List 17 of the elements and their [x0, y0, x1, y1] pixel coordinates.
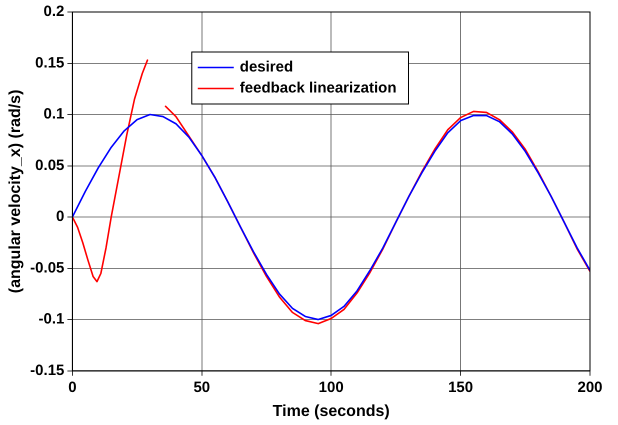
x-tick-label: 0 — [68, 378, 77, 396]
x-tick-label: 200 — [577, 378, 603, 396]
x-tick-label: 100 — [318, 378, 344, 396]
y-tick-label: -0.05 — [30, 259, 64, 276]
legend-label: desired — [240, 58, 294, 76]
x-axis-title: Time (seconds) — [272, 402, 390, 420]
y-tick-label: 0.15 — [35, 54, 64, 72]
y-axis-title: (angular velocity_x) (rad/s) — [7, 90, 24, 294]
y-tick-label: 0 — [56, 208, 64, 226]
y-tick-label: 0.2 — [44, 3, 64, 20]
y-tick-label: 0.05 — [35, 156, 64, 174]
legend-label: feedback linearization — [240, 80, 396, 97]
x-tick-label: 150 — [448, 378, 474, 396]
y-tick-label: -0.15 — [30, 362, 64, 379]
x-tick-label: 50 — [193, 378, 210, 396]
y-tick-label: 0.1 — [44, 106, 64, 123]
y-tick-label: -0.1 — [38, 310, 64, 328]
